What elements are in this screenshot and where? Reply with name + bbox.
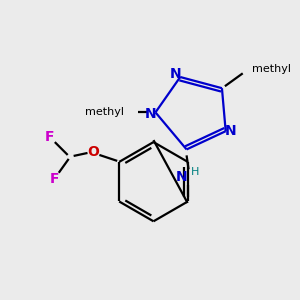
Text: O: O (88, 145, 99, 159)
Text: N: N (176, 170, 188, 184)
Text: N: N (145, 107, 156, 121)
Text: H: H (191, 167, 200, 177)
Text: methyl: methyl (85, 107, 124, 117)
Text: methyl: methyl (252, 64, 291, 74)
Text: F: F (50, 172, 60, 186)
Text: F: F (45, 130, 55, 144)
Text: N: N (225, 124, 236, 138)
Text: N: N (169, 67, 181, 81)
